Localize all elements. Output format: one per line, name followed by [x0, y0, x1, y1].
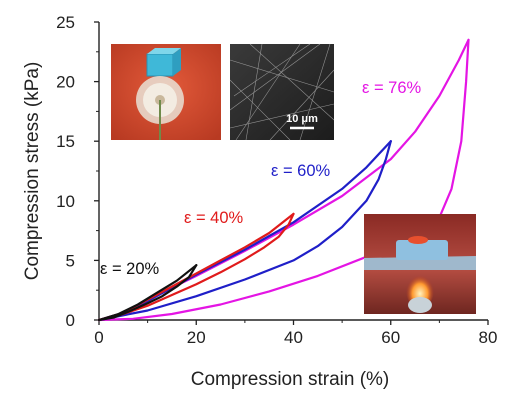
series-20-loading-curve	[97, 264, 198, 322]
annotation-strain-76: ε = 76%	[362, 79, 422, 97]
axis-ticks: 0 20 40 60 80 0 5 10 15 20 25	[56, 13, 497, 347]
x-axis-label: Compression strain (%)	[191, 369, 390, 390]
y-tick-label: 10	[56, 192, 75, 211]
y-axis-label: Compression stress (kPa)	[22, 62, 43, 281]
x-tick-label: 40	[284, 328, 303, 347]
series-40-unloading-curve	[97, 212, 295, 322]
y-tick-label: 5	[66, 251, 75, 270]
series-60-unloading-curve	[97, 140, 392, 322]
y-tick-label: 20	[56, 73, 75, 92]
x-tick-label: 0	[94, 328, 103, 347]
series-60-loading-curve	[97, 140, 392, 322]
annotation-strain-60: ε = 60%	[271, 162, 331, 180]
inset-photo-sem: 10 μm	[229, 43, 335, 141]
x-tick-label: 80	[479, 328, 498, 347]
x-tick-label: 20	[187, 328, 206, 347]
series-20-unloading-curve	[97, 264, 198, 322]
annotation-strain-20: ε = 20%	[100, 260, 160, 278]
scale-bar-label: 10 μm	[286, 113, 318, 125]
y-tick-label: 0	[66, 311, 75, 330]
annotation-strain-40: ε = 40%	[184, 209, 244, 227]
x-tick-label: 60	[381, 328, 400, 347]
y-tick-label: 25	[56, 13, 75, 32]
y-tick-label: 15	[56, 132, 75, 151]
inset-photo-flame	[364, 214, 476, 314]
inset-photo-dandelion	[111, 44, 221, 140]
